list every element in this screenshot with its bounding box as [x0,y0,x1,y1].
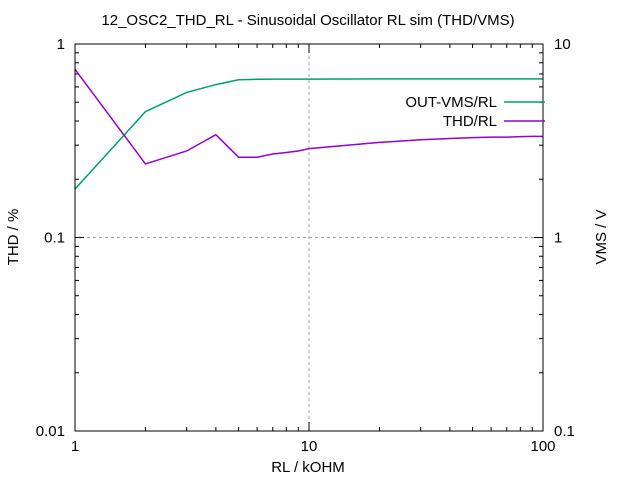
x-tick-label: 100 [530,438,555,455]
y-left-tick-label: 0.01 [36,423,65,440]
y-axis-label-left: THD / % [5,209,22,266]
legend-label-thd-rl: THD/RL [443,113,497,130]
y-right-tick-label: 0.1 [554,423,575,440]
x-tick-label: 1 [71,438,79,455]
y-right-tick-label: 1 [554,230,562,247]
tick-labels: 1 10 100 0.01 0.1 1 0.1 1 10 [36,36,575,455]
y-left-tick-label: 1 [57,36,65,53]
grid-lines [75,44,543,431]
plot-frame [74,43,544,432]
legend-label-out-vms-rl: OUT-VMS/RL [405,94,497,111]
series-line-thd-rl [74,68,543,165]
x-tick-label: 10 [301,438,318,455]
legend: OUT-VMS/RL THD/RL [405,94,545,130]
chart-title: 12_OSC2_THD_RL - Sinusoidal Oscillator R… [101,12,514,29]
y-left-tick-label: 0.1 [44,230,65,247]
series-line-out-vms-rl [74,78,543,190]
y-axis-label-right: VMS / V [593,209,610,264]
series-layer [74,68,543,190]
y-right-tick-label: 10 [554,36,571,53]
x-axis-label: RL / kOHM [271,459,345,476]
